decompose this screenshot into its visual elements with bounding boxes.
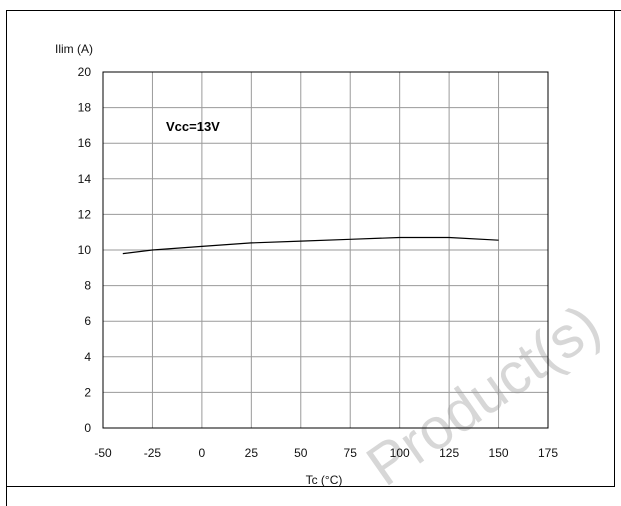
x-tick-label: 125 xyxy=(439,446,459,460)
x-tick-label: 50 xyxy=(294,446,308,460)
y-tick-label: 2 xyxy=(84,385,91,399)
frame-border-top xyxy=(6,10,621,11)
y-tick-label: 4 xyxy=(84,350,91,364)
x-tick-label: 75 xyxy=(344,446,358,460)
watermark: Product(s) xyxy=(355,292,611,499)
x-tick-labels: -50 -25 0 25 50 75 100 125 150 175 xyxy=(94,446,558,460)
y-tick-label: 6 xyxy=(84,314,91,328)
y-tick-label: 20 xyxy=(78,65,92,79)
y-tick-label: 12 xyxy=(78,207,92,221)
series-line xyxy=(122,236,499,255)
frame-border-right xyxy=(614,10,615,486)
x-tick-label: 100 xyxy=(390,446,410,460)
x-tick-label: 150 xyxy=(489,446,509,460)
x-tick-label: 25 xyxy=(245,446,259,460)
y-axis-label: Ilim (A) xyxy=(55,42,93,56)
y-tick-label: 14 xyxy=(78,172,92,186)
x-tick-label: -50 xyxy=(94,446,112,460)
y-tick-label: 8 xyxy=(84,279,91,293)
y-tick-label: 18 xyxy=(78,101,92,115)
y-tick-labels: 0 2 4 6 8 10 12 14 16 18 20 xyxy=(78,65,92,435)
x-tick-label: -25 xyxy=(144,446,162,460)
y-tick-label: 0 xyxy=(84,421,91,435)
condition-annotation: Vcc=13V xyxy=(166,119,220,134)
frame-border-left xyxy=(6,10,7,506)
plot-area xyxy=(102,71,549,429)
y-tick-label: 10 xyxy=(78,243,92,257)
x-axis-label: Tc (°C) xyxy=(306,473,343,487)
frame-border-bottom xyxy=(6,486,615,487)
x-tick-label: 0 xyxy=(199,446,206,460)
y-tick-label: 16 xyxy=(78,136,92,150)
x-tick-label: 175 xyxy=(538,446,558,460)
